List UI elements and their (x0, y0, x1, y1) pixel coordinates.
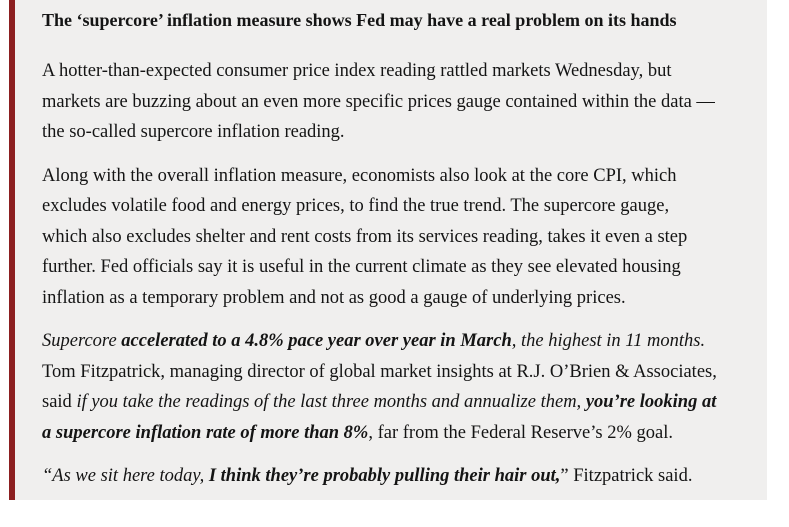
text-line: said if you take the readings of the las… (42, 387, 749, 418)
text-segment: you’re looking at (585, 392, 717, 412)
text-line: “As we sit here today, I think they’re p… (42, 461, 749, 492)
text-line: A hotter-than-expected consumer price in… (42, 56, 749, 87)
text-segment: ” Fitzpatrick said. (560, 466, 693, 486)
paragraph: Along with the overall inflation measure… (42, 161, 749, 314)
text-segment: accelerated to a 4.8% pace year over yea… (121, 331, 512, 351)
article-quote-block: The ‘supercore’ inflation measure shows … (9, 0, 767, 500)
text-segment: said (42, 392, 77, 412)
text-segment: the so-called supercore inflation readin… (42, 122, 345, 142)
article-body: A hotter-than-expected consumer price in… (42, 56, 749, 492)
text-line: a supercore inflation rate of more than … (42, 418, 749, 449)
text-line: Supercore accelerated to a 4.8% pace yea… (42, 326, 749, 357)
text-line: Tom Fitzpatrick, managing director of gl… (42, 357, 749, 388)
text-segment: markets are buzzing about an even more s… (42, 91, 715, 112)
text-segment: “As we sit here today, (42, 466, 209, 486)
text-segment: , the highest in 11 months. (511, 331, 706, 351)
text-line: Along with the overall inflation measure… (42, 161, 749, 192)
text-line: markets are buzzing about an even more s… (42, 87, 749, 118)
text-segment: Tom Fitzpatrick, managing director of gl… (42, 361, 717, 382)
text-segment: inflation as a temporary problem and not… (42, 287, 626, 308)
text-segment: , far from the Federal Reserve’s 2% goal… (368, 422, 673, 443)
text-segment: a supercore inflation rate of more than … (42, 422, 369, 443)
paragraph: Supercore accelerated to a 4.8% pace yea… (42, 326, 749, 448)
paragraph: A hotter-than-expected consumer price in… (42, 56, 749, 148)
text-segment: Supercore (42, 331, 122, 351)
paragraph: “As we sit here today, I think they’re p… (42, 461, 749, 492)
text-segment: A hotter-than-expected consumer price in… (42, 61, 672, 81)
text-segment: I think they’re probably pulling their h… (208, 466, 561, 486)
text-segment: excludes volatile food and energy prices… (42, 196, 670, 216)
text-segment: if you take the readings of the last thr… (76, 392, 582, 412)
text-line: excludes volatile food and energy prices… (42, 191, 749, 222)
text-line: inflation as a temporary problem and not… (42, 283, 749, 314)
text-line: which also excludes shelter and rent cos… (42, 222, 749, 253)
text-segment: further. Fed officials say it is useful … (42, 257, 681, 277)
text-segment: which also excludes shelter and rent cos… (42, 226, 688, 247)
text-line: further. Fed officials say it is useful … (42, 252, 749, 283)
article-headline: The ‘supercore’ inflation measure shows … (42, 10, 677, 30)
text-line: the so-called supercore inflation readin… (42, 117, 749, 148)
text-segment: Along with the overall inflation measure… (42, 165, 677, 186)
